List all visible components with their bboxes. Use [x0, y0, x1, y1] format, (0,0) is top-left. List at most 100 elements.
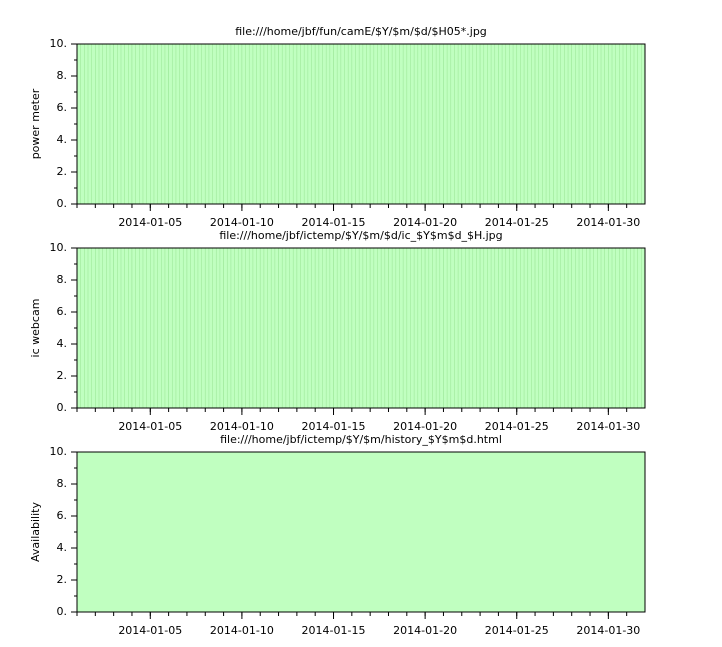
bar	[590, 452, 609, 612]
x-tick-label: 2014-01-25	[485, 216, 549, 229]
bar	[204, 43, 224, 205]
bar	[333, 247, 353, 409]
bar	[498, 43, 518, 205]
bar	[388, 452, 408, 612]
y-tick-label: 6.	[57, 305, 68, 318]
bar	[498, 247, 518, 409]
bar	[479, 247, 499, 409]
bar	[131, 43, 151, 205]
bar	[241, 247, 261, 409]
y-tick-label: 4.	[57, 133, 68, 146]
bar	[241, 43, 261, 205]
bar	[626, 247, 646, 409]
bar	[479, 43, 499, 205]
bar	[260, 452, 280, 612]
bar	[480, 452, 499, 612]
bar	[516, 247, 536, 409]
bar	[259, 247, 279, 409]
x-tick-label: 2014-01-20	[393, 624, 457, 637]
bar	[149, 43, 169, 205]
bar	[77, 452, 96, 612]
bar	[113, 452, 133, 612]
bar	[186, 452, 206, 612]
y-tick-label: 10.	[50, 445, 68, 458]
bar	[424, 247, 444, 409]
bar	[241, 452, 261, 612]
x-tick-label: 2014-01-25	[485, 420, 549, 433]
x-tick-label: 2014-01-15	[302, 420, 366, 433]
x-tick-label: 2014-01-30	[576, 420, 640, 433]
bar	[278, 452, 298, 612]
bar	[278, 247, 298, 409]
bar	[534, 43, 554, 205]
x-tick-label: 2014-01-15	[302, 216, 366, 229]
bar	[553, 43, 573, 205]
bar	[516, 43, 536, 205]
bar	[315, 452, 335, 612]
y-axis-label: ic webcam	[29, 299, 42, 358]
bar	[443, 43, 463, 205]
bar	[95, 43, 114, 205]
x-tick-label: 2014-01-10	[210, 624, 274, 637]
bar	[626, 452, 646, 612]
bar	[296, 247, 316, 409]
x-tick-label: 2014-01-05	[118, 624, 182, 637]
bar	[535, 452, 554, 612]
bar	[626, 43, 646, 205]
bar	[608, 247, 627, 409]
bar	[425, 452, 444, 612]
bar	[314, 247, 334, 409]
bar	[589, 43, 609, 205]
bar	[388, 43, 408, 205]
bar	[95, 452, 115, 612]
x-tick-label: 2014-01-30	[576, 624, 640, 637]
bar	[461, 247, 481, 409]
y-tick-label: 6.	[57, 101, 68, 114]
y-tick-label: 8.	[57, 477, 68, 490]
bar	[223, 43, 243, 205]
bar	[388, 247, 408, 409]
y-tick-label: 10.	[50, 241, 68, 254]
bar	[571, 247, 591, 409]
bar	[608, 43, 627, 205]
bar	[168, 452, 188, 612]
y-tick-label: 2.	[57, 369, 68, 382]
bar	[370, 452, 389, 612]
y-tick-label: 4.	[57, 541, 68, 554]
bar	[461, 452, 481, 612]
y-tick-label: 8.	[57, 69, 68, 82]
bar	[168, 43, 188, 205]
bar	[205, 452, 225, 612]
bar	[351, 43, 371, 205]
y-tick-label: 2.	[57, 573, 68, 586]
bar	[223, 452, 243, 612]
bar	[168, 247, 188, 409]
y-tick-label: 2.	[57, 165, 68, 178]
bar	[186, 247, 206, 409]
x-tick-label: 2014-01-10	[210, 216, 274, 229]
x-tick-label: 2014-01-20	[393, 216, 457, 229]
bar	[113, 247, 133, 409]
y-tick-label: 8.	[57, 273, 68, 286]
bar	[278, 43, 298, 205]
bar	[333, 452, 353, 612]
x-tick-label: 2014-01-10	[210, 420, 274, 433]
bar	[186, 43, 206, 205]
y-tick-label: 10.	[50, 37, 68, 50]
bar	[406, 247, 426, 409]
bar	[351, 452, 371, 612]
y-axis-label: Availability	[29, 502, 42, 562]
y-tick-label: 4.	[57, 337, 68, 350]
y-axis-label: power meter	[29, 88, 42, 159]
bar	[296, 452, 316, 612]
bar	[424, 43, 444, 205]
bar	[296, 43, 316, 205]
bar	[516, 452, 536, 612]
bar	[223, 247, 243, 409]
bar	[204, 247, 224, 409]
bar	[589, 247, 609, 409]
bar	[443, 247, 463, 409]
x-tick-label: 2014-01-05	[118, 216, 182, 229]
bar	[369, 43, 389, 205]
bar	[314, 43, 334, 205]
